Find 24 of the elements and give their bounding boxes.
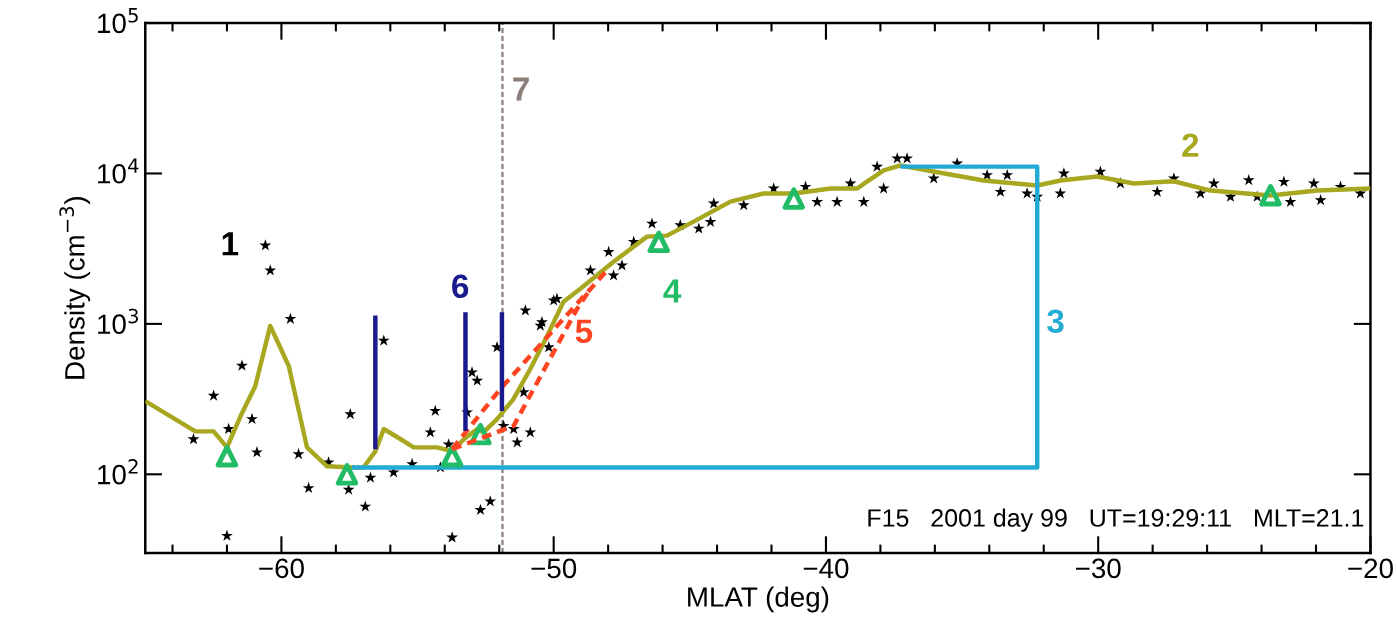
x-tick-label: −30 [1076, 558, 1121, 579]
x-tick-label: −40 [803, 558, 849, 579]
point [1259, 183, 1282, 207]
series-label: 2 [1182, 133, 1199, 157]
point [215, 444, 239, 468]
y-axis-title: Density (cm$^{−3}$) [59, 197, 91, 379]
point [782, 187, 806, 210]
point [335, 463, 359, 486]
x-tick-label: −50 [531, 558, 577, 579]
x-tick-label: −60 [259, 558, 304, 579]
series-label: 3 [1047, 309, 1064, 334]
annotation: F15 2001 day 99 UT=19:29:11 MLT=21.1 [868, 508, 1364, 532]
series-label: 1 [222, 232, 239, 256]
x-tick-label: −20 [1348, 558, 1393, 579]
point [647, 230, 670, 254]
y-tick-label: 10$^{4}$ [98, 158, 139, 184]
y-tick-label: 10$^{2}$ [98, 459, 138, 485]
y-tick-label: 10$^{5}$ [98, 8, 138, 34]
x-axis-title: MLAT (deg) [688, 586, 829, 613]
series-label: 6 [452, 274, 469, 299]
y-tick-label: 10$^{3}$ [98, 308, 138, 335]
series-label: 5 [575, 319, 593, 344]
annotation: 7 [513, 77, 529, 101]
series-label: 4 [663, 279, 682, 303]
